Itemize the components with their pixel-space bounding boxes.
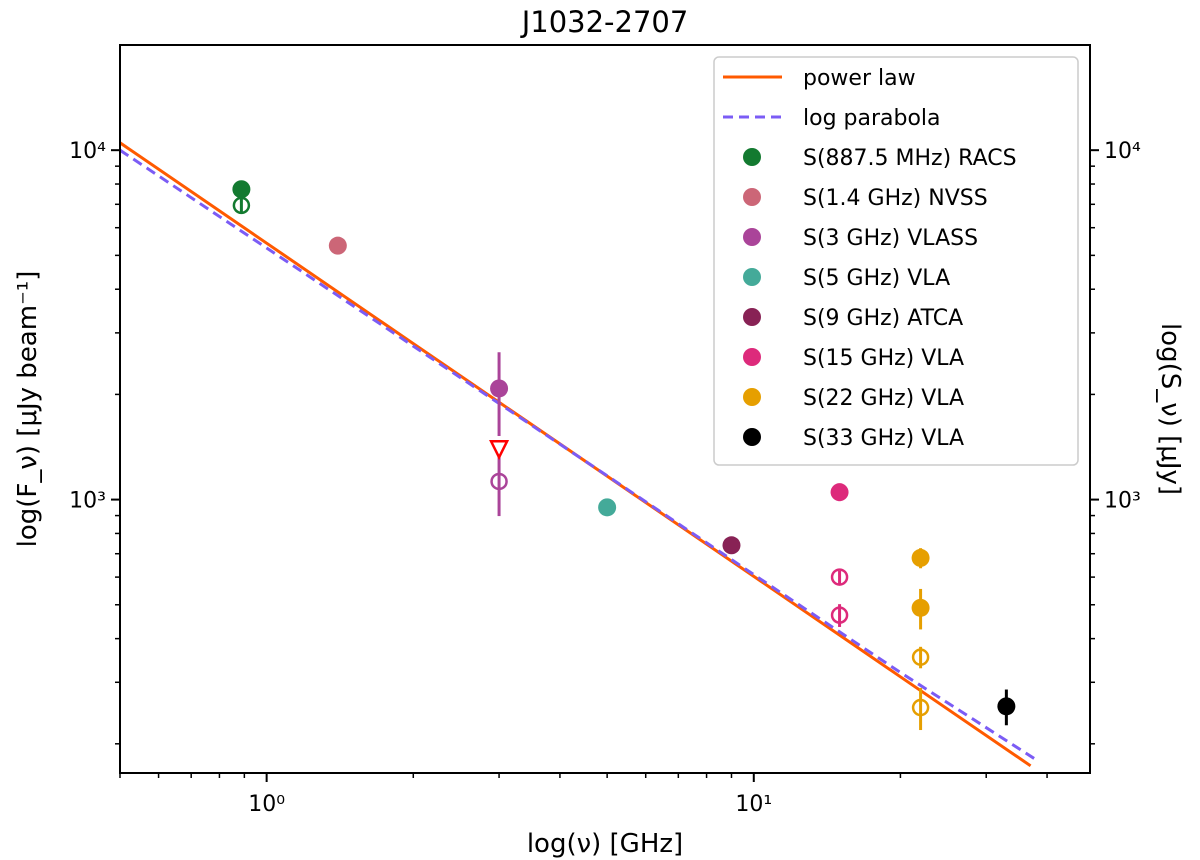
data-point-open — [830, 606, 849, 624]
legend: power law log parabola S(887.5 MHz) RACS S(… — [713, 56, 1079, 466]
legend-label: S(1.4 GHz) NVSS — [803, 186, 988, 211]
y-tick-label-right: 10⁴ — [1104, 139, 1141, 164]
power-law-line — [120, 141, 1032, 768]
chart-title: J1032-2707 — [520, 5, 689, 39]
y-axis-label-left: log(F_ν) [μJy beam⁻¹] — [13, 271, 43, 548]
data-point-filled — [232, 180, 251, 199]
legend-label: S(15 GHz) VLA — [803, 346, 964, 371]
plot-area — [120, 141, 1038, 768]
y-tick-label-right: 10³ — [1104, 489, 1141, 514]
legend-label: S(22 GHz) VLA — [803, 386, 964, 411]
y-tick-label-left: 10³ — [69, 489, 106, 514]
data-point-filled — [598, 498, 617, 517]
legend-label: S(887.5 MHz) RACS — [803, 146, 1017, 171]
legend-marker — [743, 308, 761, 326]
legend-label: power law — [803, 66, 916, 91]
legend-marker — [743, 268, 761, 286]
legend-label: S(33 GHz) VLA — [803, 426, 964, 451]
legend-marker — [743, 348, 761, 366]
x-axis-label: log(ν) [GHz] — [527, 829, 683, 859]
axis-ticks: 10⁰ 10¹ 10³ 10³ 10⁴ 10⁴ — [69, 139, 1141, 817]
plot-content — [120, 141, 1038, 768]
data-point-open — [830, 568, 849, 586]
data-point-filled — [830, 483, 849, 502]
legend-label: log parabola — [803, 106, 941, 131]
legend-label: S(3 GHz) VLASS — [803, 226, 978, 251]
data-point-filled — [911, 598, 930, 617]
legend-marker — [743, 228, 761, 246]
data-point-open — [911, 698, 930, 717]
log-parabola-line — [120, 148, 1038, 762]
data-point-open — [490, 472, 508, 491]
x-tick-label: 10⁰ — [248, 792, 285, 817]
data-point-filled — [911, 548, 930, 567]
legend-marker — [743, 388, 761, 406]
y-axis-label-right: log(S_ν) [μJy] — [1155, 323, 1185, 495]
upper-limit-marker — [489, 440, 510, 461]
data-point-filled — [997, 697, 1016, 716]
data-point-filled — [328, 236, 347, 255]
legend-marker — [743, 188, 761, 206]
legend-label: S(5 GHz) VLA — [803, 266, 950, 291]
data-point-open — [232, 196, 251, 215]
plot-frame — [119, 44, 1091, 774]
legend-marker — [743, 428, 761, 446]
legend-marker — [743, 148, 761, 166]
data-point-filled — [722, 536, 741, 555]
data-point-filled — [490, 379, 509, 398]
y-tick-label-left: 10⁴ — [69, 139, 106, 164]
data-point-open — [911, 648, 930, 666]
x-tick-label: 10¹ — [735, 792, 772, 817]
legend-label: S(9 GHz) ATCA — [803, 306, 963, 331]
legend-box — [713, 56, 1079, 466]
